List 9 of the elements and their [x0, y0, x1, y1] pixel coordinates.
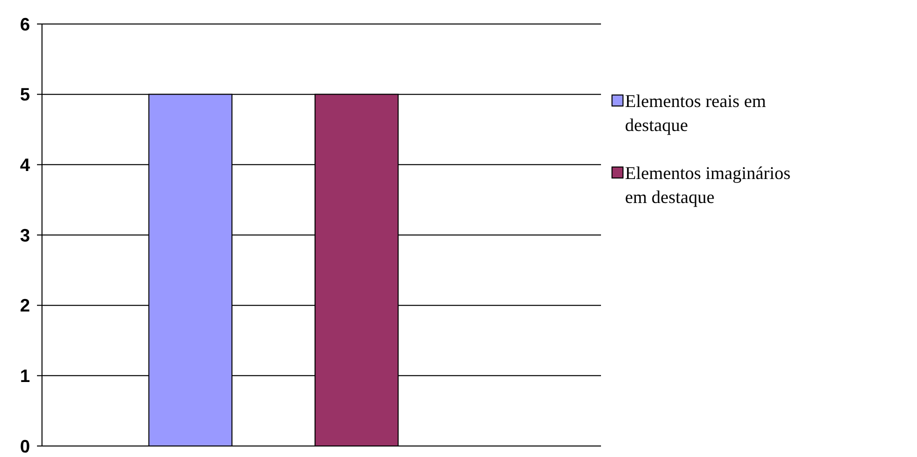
legend-label: Elementos reais em destaque [625, 91, 766, 135]
y-tick-label: 4 [20, 154, 30, 175]
y-tick-label: 5 [20, 84, 30, 105]
y-tick-label: 1 [20, 366, 30, 386]
y-tick-label: 2 [20, 296, 30, 316]
y-tick-label: 0 [20, 436, 30, 456]
y-tick-label: 3 [20, 225, 30, 246]
y-tick-label: 6 [20, 14, 30, 34]
legend-label: Elementos imaginários em destaque [625, 163, 790, 207]
